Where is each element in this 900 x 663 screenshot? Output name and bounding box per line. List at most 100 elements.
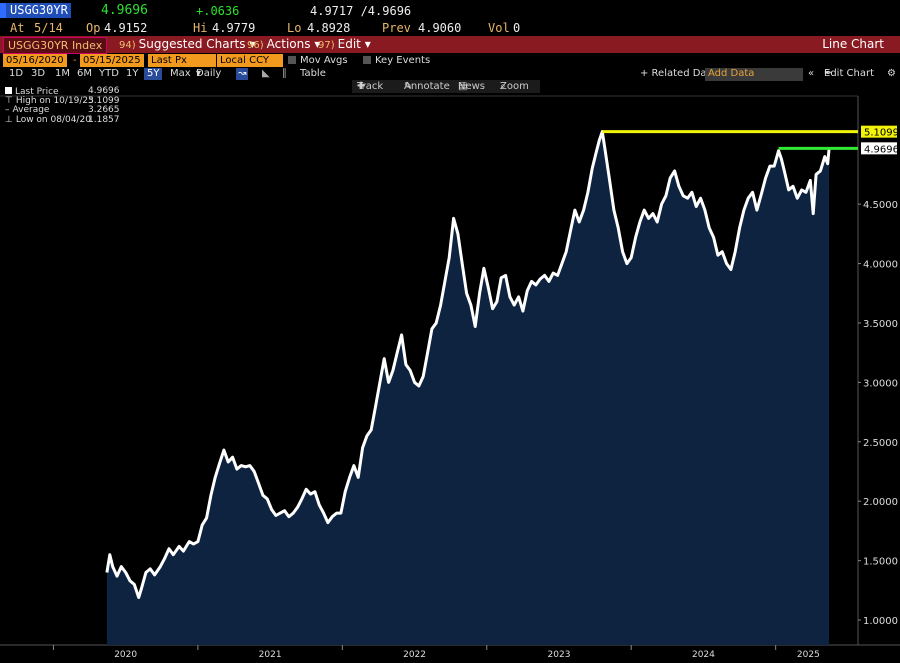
suggested-charts-menu[interactable]: 94) Suggested Charts ▾ (119, 37, 255, 53)
x-axis-ticks: 2020 2021 2022 2023 2024 2025 (52, 645, 820, 660)
open-value: 4.9152 (104, 21, 148, 35)
net-change: +.0636 (196, 4, 240, 18)
y-tick-label: 4.5000 (863, 200, 898, 211)
low-value: 4.8928 (307, 21, 351, 35)
x-tick-label: 2021 (259, 650, 282, 660)
last-tag-box (861, 142, 897, 155)
y-tick-label: 3.0000 (863, 378, 898, 389)
currency-select[interactable]: Local CCY (217, 54, 283, 67)
news-icon: ▤ (458, 81, 468, 92)
average-tick-icon: – (5, 105, 10, 115)
period-max[interactable]: Max (170, 68, 191, 79)
legend-swatch (5, 87, 12, 94)
prev-value: 4.9060 (418, 21, 462, 35)
last-tag-text: 4.9696 (864, 144, 899, 155)
field-select[interactable]: Last Px (148, 54, 216, 67)
key-events-toggle[interactable]: Key Events (363, 54, 430, 67)
high-label: Hi (193, 21, 208, 35)
low-label: Lo (287, 21, 302, 35)
security-field[interactable]: USGG30YR Index (3, 37, 108, 54)
high-tag-box (861, 125, 897, 138)
chart-type-title: Line Chart (822, 37, 884, 51)
legend-last-label: Last Price (15, 87, 59, 97)
quote-header: USGG30YR 4.9696 +.0636 4.9717 /4.9696 (0, 0, 900, 20)
period-5y[interactable]: 5Y (144, 68, 163, 80)
y-tick-label: 4.0000 (863, 260, 898, 271)
volume-label: Vol (488, 21, 510, 35)
legend-high-label: High on 10/19/23 (15, 95, 94, 106)
high-value: 4.9779 (212, 21, 256, 35)
legend-low: ⊥ Low on 08/04/20 1.1857 (5, 114, 120, 126)
period-1y[interactable]: 1Y (126, 68, 139, 79)
range-controls: 05/16/2020 - 05/15/2025 Last Px Local CC… (0, 54, 900, 67)
key-events-label: Key Events (375, 55, 431, 66)
checkbox-icon (363, 56, 371, 64)
chevron-down-icon: ▾ (314, 37, 321, 51)
annotate-label: Annotate (404, 81, 450, 92)
legend-low-value: 1.1857 (88, 114, 120, 125)
ohlc-row: At 5/14 Op 4.9152 Hi 4.9779 Lo 4.8928 Pr… (0, 19, 900, 35)
chevron-down-icon: ▾ (364, 37, 371, 51)
at-label: At (10, 21, 25, 35)
edit-menu[interactable]: 97) Edit ▾ (318, 37, 371, 53)
menu-bar: USGG30YR Index 94) Suggested Charts ▾ 96)… (0, 36, 900, 54)
y-tick-label: 1.5000 (863, 557, 898, 568)
start-date-field[interactable]: 05/16/2020 (3, 54, 67, 67)
range-dash: - (73, 55, 77, 66)
chart-tools: ✚ Track ✎ Annotate ▤ News ⌕ Zoom (0, 81, 900, 93)
period-bar: 1D 3D 1M 6M YTD 1Y 5Y Max Daily ▾ ↝ ◣ ∥ … (0, 68, 900, 81)
y-tick-label: 2.5000 (863, 438, 898, 449)
add-data-field[interactable]: Add Data (705, 68, 803, 81)
area-chart-icon[interactable]: ◣ (262, 68, 270, 79)
period-1d[interactable]: 1D (9, 68, 24, 79)
chart-legend: Last Price 4.9696 ⊤ High on 10/19/23 5.1099… (5, 86, 120, 126)
edit-chart-label: Edit Chart (824, 68, 875, 79)
price-area-fill (106, 131, 830, 646)
low-tick-icon: ⊥ (5, 114, 13, 125)
mov-avgs-toggle[interactable]: Mov Avgs (288, 54, 348, 67)
table-button[interactable]: Table (300, 68, 326, 79)
line-chart-icon[interactable]: ↝ (236, 68, 249, 80)
x-tick-label: 2025 (797, 650, 820, 660)
high-tick-icon: ⊤ (5, 95, 13, 106)
legend-high: ⊤ High on 10/19/23 5.1099 (5, 95, 120, 107)
bid-ask: 4.9717 /4.9696 (310, 4, 412, 18)
period-1m[interactable]: 1M (55, 68, 70, 79)
period-3d[interactable]: 3D (31, 68, 46, 79)
legend-last-value: 4.9696 (88, 86, 120, 96)
x-tick-label: 2022 (403, 650, 426, 660)
suggested-key: 94) (119, 40, 136, 51)
x-tick-label: 2023 (548, 650, 571, 660)
edit-label: Edit (337, 37, 361, 51)
crosshair-icon: ✚ (357, 81, 366, 92)
news-label: News (458, 81, 486, 92)
chevron-down-icon: ▾ (196, 68, 202, 79)
at-value: 5/14 (34, 21, 63, 35)
period-ytd[interactable]: YTD (99, 68, 119, 79)
actions-key: 96) (247, 40, 264, 51)
y-tick-label: 3.5000 (863, 319, 898, 330)
legend-avg-label: Average (12, 105, 50, 115)
x-tick-label: 2024 (692, 650, 715, 660)
bar-chart-icon[interactable]: ∥ (282, 68, 287, 79)
legend-last: Last Price 4.9696 (5, 86, 120, 97)
actions-menu[interactable]: 96) Actions ▾ (247, 37, 320, 53)
pencil-icon: ✒ (824, 68, 833, 79)
related-data-button[interactable]: + Related Dat (640, 68, 711, 79)
collapse-icon[interactable]: « (808, 68, 815, 79)
end-date-field[interactable]: 05/15/2025 (80, 54, 144, 67)
suggested-label: Suggested Charts (138, 37, 246, 51)
last-price: 4.9696 (101, 3, 148, 18)
price-line (105, 130, 831, 599)
y-axis-ticks: 1.0000 1.5000 2.0000 2.5000 3.0000 3.5000 4.00… (858, 200, 898, 627)
period-6m[interactable]: 6M (77, 68, 92, 79)
chevron-down-icon: ▾ (249, 37, 256, 51)
mov-avgs-label: Mov Avgs (300, 55, 348, 66)
track-label: Track (357, 81, 384, 92)
ticker-label[interactable]: USGG30YR (0, 3, 71, 18)
settings-icon[interactable]: ⚙ (887, 68, 896, 79)
edit-key: 97) (318, 40, 335, 51)
last-value-tag: 4.9696 (861, 142, 899, 155)
y-tick-label: 2.0000 (863, 497, 898, 508)
